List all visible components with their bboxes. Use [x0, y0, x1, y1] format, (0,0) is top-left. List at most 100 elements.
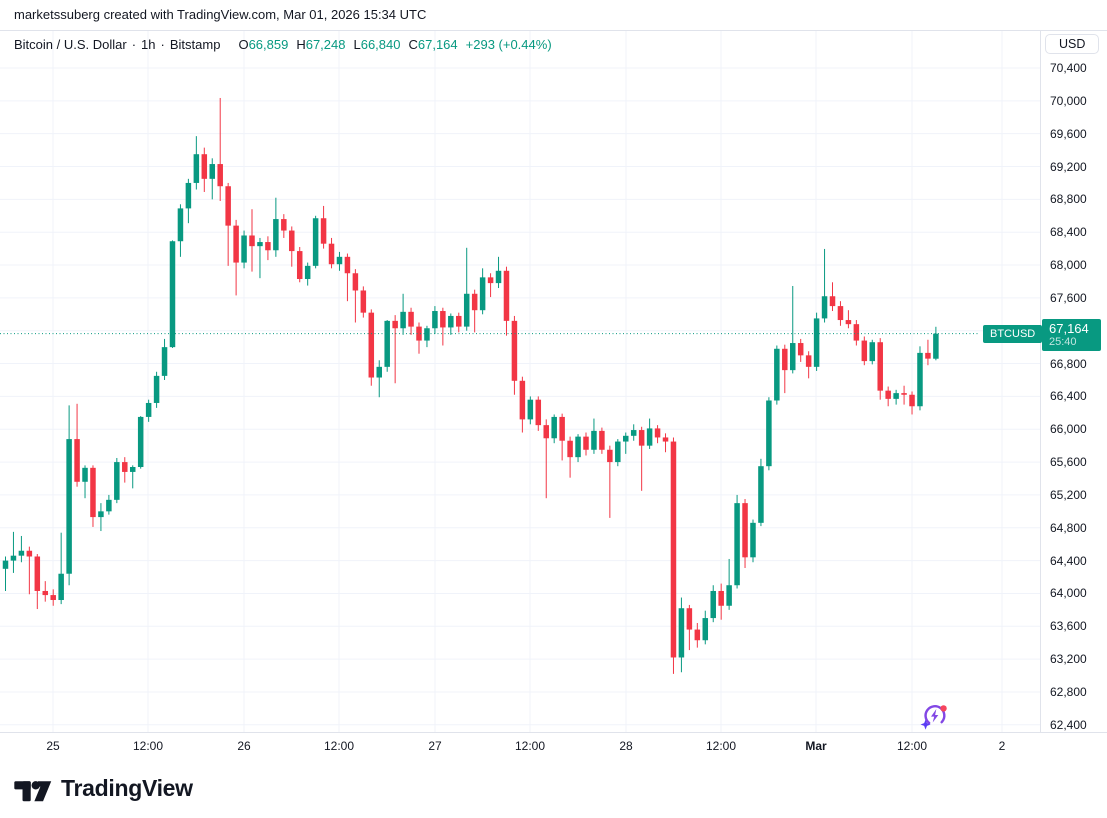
ai-sparkle-icon[interactable]	[919, 702, 949, 732]
price-tick-label: 65,200	[1050, 487, 1087, 502]
exchange-name[interactable]: Bitstamp	[169, 37, 221, 52]
chart-pane[interactable]: Bitcoin / U.S. Dollar · 1h · Bitstamp O66,859…	[0, 31, 1107, 760]
candle-body	[774, 348, 780, 401]
low-label: L	[353, 37, 361, 52]
time-tick-label: 2	[998, 739, 1006, 753]
candle-body	[58, 573, 64, 601]
candle-body	[66, 439, 72, 574]
tradingview-logo-icon	[14, 781, 52, 802]
candle-body	[312, 218, 319, 266]
candle-body	[821, 296, 828, 319]
candle-body	[289, 230, 295, 252]
candle-body	[853, 324, 860, 341]
candle-body	[567, 440, 573, 458]
candle-body	[797, 343, 804, 356]
candle-body	[933, 333, 939, 359]
candle-body	[519, 380, 526, 420]
candle-body	[782, 348, 788, 371]
price-tick-label: 66,400	[1050, 389, 1087, 404]
time-tick-label: 12:00	[896, 739, 928, 753]
candle-body	[360, 290, 367, 313]
candle-body	[106, 499, 112, 512]
candle-body	[885, 390, 891, 399]
candle-body	[74, 439, 80, 482]
candle-body	[495, 270, 502, 284]
candle-body	[662, 437, 669, 442]
candle-body	[630, 430, 637, 436]
candle-body	[877, 342, 883, 391]
candle-body	[18, 550, 25, 556]
price-tick-label: 66,800	[1050, 356, 1087, 371]
candle-body	[456, 315, 462, 327]
attribution-bar: marketssuberg created with TradingView.c…	[0, 0, 1107, 31]
candle-body	[829, 296, 836, 307]
price-line-symbol-badge[interactable]: BTCUSD	[983, 324, 1043, 343]
candlestick-plot[interactable]	[0, 31, 1040, 732]
candle-body	[217, 164, 223, 187]
tradingview-logo-text: TradingView	[61, 775, 193, 801]
candle-body	[249, 235, 255, 247]
price-tick-label: 64,400	[1050, 553, 1087, 568]
change-value: +293 (+0.44%)	[465, 37, 552, 52]
price-tick-label: 63,600	[1050, 619, 1087, 634]
price-tick-label: 68,000	[1050, 258, 1087, 273]
candle-body	[758, 466, 764, 523]
time-tick-label: 12:00	[132, 739, 164, 753]
price-tick-label: 70,400	[1050, 61, 1087, 75]
candle-body	[145, 402, 152, 417]
candle-body	[376, 366, 382, 378]
candle-body	[137, 416, 144, 468]
candle-body	[861, 340, 868, 362]
candle-body	[463, 293, 470, 327]
close-value: 67,164	[417, 37, 458, 52]
time-tick-label: 28	[619, 739, 633, 753]
candle-body	[734, 503, 740, 586]
low-value: 66,840	[360, 37, 401, 52]
price-tick-label: 63,200	[1050, 652, 1087, 667]
interval-value[interactable]: 1h	[141, 37, 156, 52]
candle-body	[384, 320, 390, 367]
time-tick-label: 25	[46, 739, 60, 753]
candle-body	[789, 343, 796, 371]
price-tick-label: 66,000	[1050, 422, 1087, 437]
tradingview-logo[interactable]: TradingView	[14, 773, 193, 804]
price-tick-label: 65,600	[1050, 455, 1087, 470]
currency-button[interactable]: USD	[1045, 34, 1100, 54]
candle-body	[694, 629, 701, 641]
candle-body	[304, 265, 311, 279]
price-tick-label: 69,200	[1050, 159, 1087, 174]
candle-body	[583, 436, 589, 450]
last-price-badge[interactable]: 67,164 25:40	[1042, 318, 1101, 351]
separator: ·	[131, 37, 137, 52]
candle-body	[98, 511, 104, 518]
separator: ·	[160, 37, 165, 52]
time-axis[interactable]: 25 12:00 26 12:00 27 12:00 28 12:00 Mar 12:00 2	[0, 732, 1107, 760]
price-tick-label: 62,400	[1050, 717, 1087, 732]
candle-body	[241, 235, 247, 263]
candle-body	[917, 352, 923, 407]
high-label: H	[296, 37, 306, 52]
candle-body	[559, 416, 565, 441]
symbol-title[interactable]: Bitcoin / U.S. Dollar	[14, 37, 127, 52]
candle-body	[82, 467, 88, 482]
candle-body	[201, 154, 208, 179]
candle-body	[352, 273, 359, 291]
candle-body	[869, 342, 876, 362]
candle-body	[408, 311, 414, 327]
candle-body	[440, 311, 446, 328]
candle-body	[893, 393, 899, 399]
candle-body	[591, 430, 597, 450]
candle-body	[185, 182, 192, 209]
price-axis[interactable]: USD 70,400 70,000 69,600 69,200 68,800 68,400…	[1040, 31, 1107, 732]
candle-body	[34, 556, 41, 591]
candle-body	[654, 428, 661, 438]
candle-body	[416, 326, 422, 341]
candle-body	[114, 462, 120, 500]
candle-body	[535, 399, 542, 426]
candle-body	[487, 277, 494, 284]
candle-body	[766, 400, 772, 467]
candle-body	[424, 328, 430, 341]
price-tick-label: 62,800	[1050, 684, 1087, 699]
candle-body	[805, 355, 812, 367]
symbol-header[interactable]: Bitcoin / U.S. Dollar · 1h · Bitstamp O66,859…	[14, 37, 552, 52]
